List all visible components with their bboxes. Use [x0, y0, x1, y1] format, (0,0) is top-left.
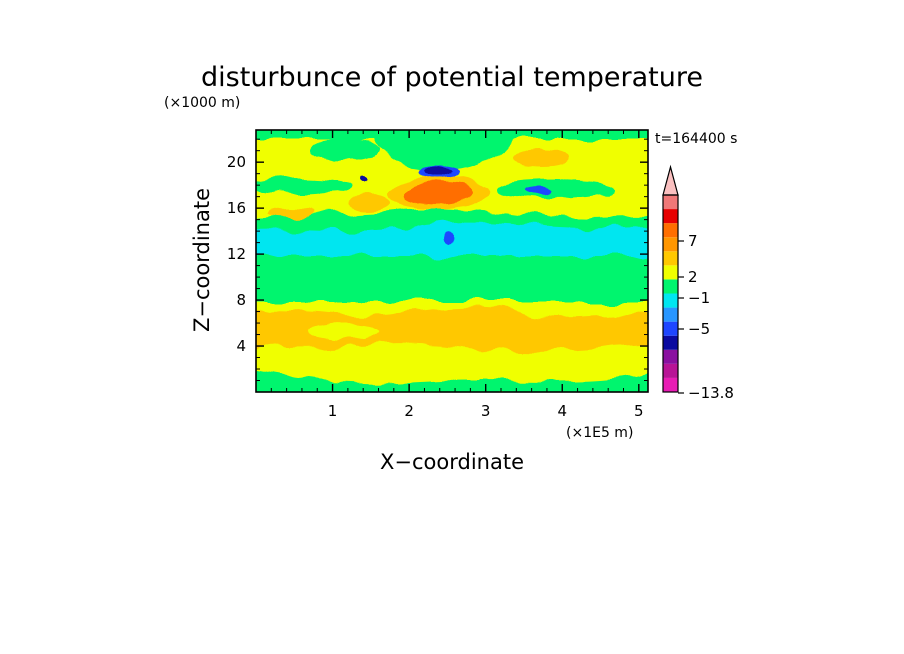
- field-surface-green: [256, 371, 648, 392]
- colorbar-level: [663, 377, 678, 392]
- field-cold-core: [423, 165, 453, 177]
- field-upper-green-arch: [370, 130, 520, 171]
- x-unit-label: (×1E5 m): [566, 425, 633, 441]
- colorbar-label: −13.8: [688, 384, 734, 402]
- plot-frame: [255, 129, 649, 393]
- colorbar-level: [663, 335, 678, 350]
- y-tick-label: 12: [227, 245, 246, 263]
- field-warm-left: [350, 194, 390, 210]
- field-upper-green-strip: [256, 208, 648, 232]
- colorbar-level: [663, 307, 678, 322]
- y-unit-label: (×1000 m): [164, 95, 240, 111]
- y-tick-label: 4: [236, 337, 246, 355]
- field-cyan-band: [256, 221, 648, 258]
- x-tick-label: 2: [404, 402, 414, 420]
- field-cold-dot: [443, 231, 453, 241]
- chart-title: disturbunce of potential temperature: [201, 62, 703, 93]
- colorbar-level: [663, 321, 678, 336]
- y-axis-label: Z−coordinate: [190, 188, 214, 332]
- x-tick-label: 1: [328, 402, 338, 420]
- field-cold-small: [361, 178, 369, 184]
- colorbar-level: [663, 265, 678, 280]
- time-label: t=164400 s: [655, 131, 737, 147]
- y-tick-label: 16: [227, 199, 246, 217]
- y-tick-label: 8: [236, 291, 246, 309]
- colorbar-label: −5: [688, 320, 710, 338]
- colorbar-level: [663, 279, 678, 294]
- colorbar-level: [663, 195, 678, 210]
- colorbar-label: 7: [688, 232, 698, 250]
- colorbar: 7 2 −1 −5 −13.8: [662, 164, 734, 402]
- colorbar-level: [663, 349, 678, 364]
- y-axis: 4 8 12 16 20: [227, 138, 648, 382]
- field-cold-right: [526, 186, 554, 194]
- field-warm-right: [512, 149, 568, 167]
- x-tick-label: 4: [557, 402, 567, 420]
- field-mid-green-band: [256, 256, 648, 302]
- colorbar-frame: [662, 194, 679, 393]
- field-upper-green-mid: [310, 138, 380, 162]
- contour-field: [256, 130, 648, 392]
- colorbar-level: [663, 293, 678, 308]
- field-warm-leftb: [268, 207, 312, 217]
- colorbar-label: −1: [688, 289, 710, 307]
- y-tick-label: 20: [227, 153, 246, 171]
- x-axis-label: X−coordinate: [380, 450, 524, 474]
- field-upper-green-left: [256, 178, 350, 194]
- colorbar-level: [663, 363, 678, 378]
- field-lower-warm: [256, 307, 648, 353]
- colorbar-label: 2: [688, 268, 698, 286]
- x-tick-label: 5: [634, 402, 644, 420]
- colorbar-level: [663, 209, 678, 224]
- colorbar-level: [663, 223, 678, 238]
- colorbar-level: [663, 237, 678, 252]
- x-axis: 1 2 3 4 5: [270, 130, 644, 420]
- colorbar-arrow: [662, 164, 679, 196]
- colorbar-level: [663, 251, 678, 266]
- field-warm-core: [403, 184, 471, 204]
- field-upper-green-right: [495, 178, 615, 198]
- field-lower-yellow-pocket: [310, 322, 380, 338]
- x-tick-label: 3: [481, 402, 491, 420]
